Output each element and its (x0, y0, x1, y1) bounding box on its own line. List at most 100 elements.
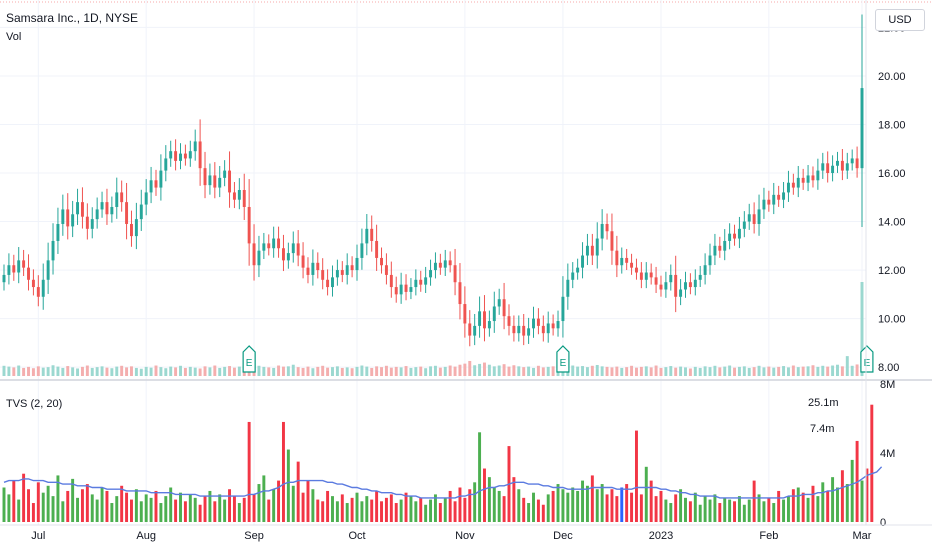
candle-body (41, 279, 45, 297)
candle-body (31, 279, 35, 288)
volume-bar (649, 367, 653, 376)
volume-bar (223, 366, 227, 376)
candle-body (51, 240, 55, 261)
tvs-bar (639, 494, 643, 522)
volume-bar (703, 366, 707, 376)
tvs-indicator-legend[interactable]: TVS (2, 20) (6, 398, 63, 410)
volume-bar (169, 366, 173, 376)
tvs-bar (644, 466, 648, 522)
volume-bar (767, 366, 771, 376)
volume-bar (389, 367, 393, 376)
volume-bar (31, 368, 35, 376)
candle-body (36, 287, 40, 297)
tvs-bar (41, 492, 45, 522)
symbol-title[interactable]: Samsara Inc., 1D, NYSE (6, 11, 139, 25)
tvs-bar (370, 499, 374, 522)
tvs-bar (198, 504, 202, 522)
tvs-axis[interactable]: 0 4M 8M (880, 379, 895, 529)
volume-bar (237, 366, 241, 376)
tvs-bar (218, 494, 222, 522)
volume-bar (801, 366, 805, 376)
volume-bar (134, 367, 138, 376)
volume-bar (424, 368, 428, 376)
candle-body (639, 272, 643, 280)
volume-bar (492, 366, 496, 376)
tvs-bar (36, 482, 40, 522)
tvs-bar (31, 503, 35, 522)
tvs-bar (125, 492, 129, 522)
volume-bar (747, 367, 751, 376)
tvs-bar (429, 499, 433, 522)
candle-body (120, 192, 124, 203)
volume-bar (384, 365, 388, 376)
tvs-bar (527, 503, 531, 522)
candle-body (144, 192, 148, 205)
tvs-bar (56, 475, 60, 522)
candle-body (257, 250, 261, 266)
volume-legend[interactable]: Vol (6, 31, 22, 43)
candle-body (355, 257, 359, 271)
tvs-bar (384, 497, 388, 522)
currency-button[interactable]: USD (875, 9, 925, 31)
time-tick-label: Aug (136, 530, 156, 542)
volume-bar (100, 366, 104, 376)
tvs-bar (723, 497, 727, 522)
volume-bar (595, 364, 599, 376)
tvs-bar (752, 480, 756, 522)
tvs-bar (816, 496, 820, 522)
volume-bar (831, 365, 835, 376)
volume-bar (723, 366, 727, 376)
volume-bar (345, 367, 349, 376)
candle-body (203, 168, 207, 186)
tvs-bar (115, 496, 119, 522)
time-axis[interactable]: Jul Aug Sep Oct Nov Dec 2023 Feb Mar (31, 530, 872, 542)
volume-bar (370, 367, 374, 376)
candle-body (242, 190, 246, 207)
candle-body (56, 223, 60, 241)
candle-body (61, 209, 65, 224)
volume-bar (679, 366, 683, 376)
tvs-bar (174, 499, 178, 522)
candle-body (855, 158, 859, 169)
volume-bar (659, 367, 663, 376)
earnings-marker-label: E (560, 358, 567, 369)
candle-body (125, 202, 129, 224)
tvs-bar (831, 477, 835, 522)
candle-body (502, 299, 506, 317)
volume-bar (669, 366, 673, 376)
volume-bar (522, 367, 526, 376)
tvs-bar (532, 492, 535, 522)
volume-bar (850, 365, 854, 376)
candle-body (12, 265, 16, 273)
candle-body (326, 279, 330, 288)
volume-bar (46, 367, 50, 376)
candle-body (262, 243, 266, 251)
candle-body (7, 265, 11, 275)
volume-bar (796, 367, 800, 376)
time-tick-label: Dec (553, 530, 573, 542)
tvs-bar (183, 501, 187, 522)
tvs-bar (483, 468, 486, 522)
volume-bar (380, 367, 383, 376)
candle-body (664, 282, 668, 290)
volume-bar (36, 366, 40, 376)
volume-bar (786, 367, 790, 376)
volume-bar (66, 366, 70, 376)
candle-body (429, 270, 433, 278)
tvs-bar (850, 459, 854, 522)
tvs-bar (796, 487, 800, 522)
price-tick-label: 18.00 (878, 119, 906, 131)
candle-body (850, 158, 854, 164)
tvs-bar (777, 490, 781, 522)
tvs-ma-line (3, 466, 883, 499)
tvs-bar (458, 487, 462, 522)
tvs-bar (581, 480, 585, 522)
tvs-bar (826, 490, 830, 522)
tvs-bar (404, 492, 408, 522)
tvs-bar (286, 449, 290, 522)
candle-body (384, 265, 388, 275)
tvs-bar (223, 499, 227, 522)
candle-body (85, 216, 89, 229)
